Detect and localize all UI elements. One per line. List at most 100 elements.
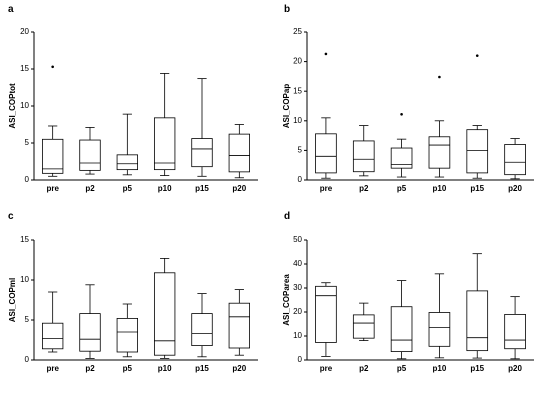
outlier-point xyxy=(324,52,328,56)
x-category-label: pre xyxy=(46,184,59,193)
iqr-box xyxy=(390,147,413,169)
x-category-label: pre xyxy=(320,364,333,373)
x-category-label: p15 xyxy=(195,184,209,193)
iqr-box xyxy=(315,285,337,343)
x-category-label: p15 xyxy=(195,364,209,373)
x-category-label: p2 xyxy=(85,184,95,193)
box-pre xyxy=(315,52,337,179)
box-p20 xyxy=(228,289,250,356)
box-p5 xyxy=(390,280,413,360)
panel-letter: d xyxy=(284,211,290,222)
box-p15 xyxy=(466,253,489,359)
iqr-box xyxy=(428,312,451,347)
x-category-label: p2 xyxy=(359,184,369,193)
box-p5 xyxy=(116,303,138,358)
box-pre xyxy=(42,65,64,177)
box-p15 xyxy=(466,54,489,179)
box-p15 xyxy=(191,293,213,358)
x-category-label: p20 xyxy=(232,364,246,373)
x-category-label: p20 xyxy=(508,184,522,193)
x-category-label: pre xyxy=(320,184,333,193)
x-category-label: p20 xyxy=(232,184,246,193)
y-axis-label: ASI_COPml xyxy=(8,278,17,322)
panel-letter: b xyxy=(284,4,290,15)
iqr-box xyxy=(228,133,250,173)
y-tick-label: 20 xyxy=(20,27,29,36)
y-tick-label: 30 xyxy=(293,283,302,292)
panel-a: a ASI_COPtot 0 5 10 15 20 pre p2 p5 p10 p15 p20 xyxy=(8,4,258,193)
iqr-box xyxy=(116,317,138,353)
panel-c: c ASI_COPml 0 5 10 15 pre p2 p5 p10 p15 p20 xyxy=(8,211,258,373)
x-category-label: p20 xyxy=(508,364,522,373)
x-category-label: pre xyxy=(46,364,59,373)
y-axis-label: ASI_COPap xyxy=(282,84,291,129)
iqr-box xyxy=(352,140,375,173)
box-p10 xyxy=(153,257,176,359)
y-tick-label: 10 xyxy=(293,116,302,125)
iqr-box xyxy=(352,314,375,339)
y-tick-label: 10 xyxy=(20,275,29,284)
outlier-point xyxy=(51,65,54,69)
x-category-label: p5 xyxy=(397,184,407,193)
y-tick-label: 20 xyxy=(293,57,302,66)
x-category-label: p2 xyxy=(359,364,369,373)
box-p15 xyxy=(191,78,213,177)
x-category-label: p5 xyxy=(397,364,407,373)
iqr-box xyxy=(153,117,176,171)
box-p20 xyxy=(504,296,526,360)
x-category-label: p2 xyxy=(85,364,95,373)
y-tick-label: 15 xyxy=(20,235,29,244)
x-category-label: p10 xyxy=(158,184,172,193)
y-tick-label: 20 xyxy=(293,307,302,316)
panel-letter: a xyxy=(8,4,14,15)
iqr-box xyxy=(228,302,250,349)
y-tick-label: 15 xyxy=(293,86,302,95)
x-category-label: p5 xyxy=(123,364,133,373)
iqr-box xyxy=(116,154,138,171)
y-tick-label: 0 xyxy=(298,175,303,184)
x-category-label: p15 xyxy=(470,184,484,193)
box-p10 xyxy=(428,273,451,359)
iqr-box xyxy=(315,133,337,174)
y-tick-label: 10 xyxy=(20,101,29,110)
y-tick-label: 25 xyxy=(293,27,302,36)
y-tick-label: 5 xyxy=(25,315,30,324)
y-tick-label: 40 xyxy=(293,259,302,268)
box-p2 xyxy=(352,302,375,341)
panel-letter: c xyxy=(8,211,14,222)
y-axis-label: ASI_COPtot xyxy=(8,83,17,129)
y-tick-label: 0 xyxy=(25,355,30,364)
iqr-box xyxy=(191,313,213,347)
panel-d: d ASI_COParea 0 10 20 30 40 50 pre p2 p5 p10 p15 p20 xyxy=(282,211,534,373)
iqr-box xyxy=(42,322,64,350)
iqr-box xyxy=(504,313,526,350)
iqr-box xyxy=(153,272,176,356)
y-tick-label: 10 xyxy=(293,331,302,340)
box-p5 xyxy=(390,112,413,178)
iqr-box xyxy=(79,313,101,352)
iqr-box xyxy=(79,139,101,171)
iqr-box xyxy=(390,306,413,353)
y-tick-label: 5 xyxy=(298,146,303,155)
y-tick-label: 50 xyxy=(293,235,302,244)
box-p2 xyxy=(352,125,375,177)
box-p2 xyxy=(79,284,101,359)
box-p20 xyxy=(504,138,526,180)
y-tick-label: 15 xyxy=(20,64,29,73)
y-tick-label: 0 xyxy=(25,175,30,184)
box-p20 xyxy=(228,124,250,179)
box-p10 xyxy=(428,75,451,178)
panel-b: b ASI_COPap 0 5 10 15 20 25 pre p2 p5 p10 p15 p20 xyxy=(282,4,534,193)
outlier-point xyxy=(400,112,403,116)
iqr-box xyxy=(466,129,489,174)
box-p10 xyxy=(153,73,176,176)
x-category-label: p15 xyxy=(470,364,484,373)
y-axis-label: ASI_COParea xyxy=(282,274,291,326)
iqr-box xyxy=(191,138,213,168)
outlier-point xyxy=(438,75,441,79)
y-tick-label: 0 xyxy=(298,355,303,364)
box-pre xyxy=(42,291,64,353)
x-category-label: p10 xyxy=(433,364,447,373)
y-tick-label: 5 xyxy=(25,138,30,147)
